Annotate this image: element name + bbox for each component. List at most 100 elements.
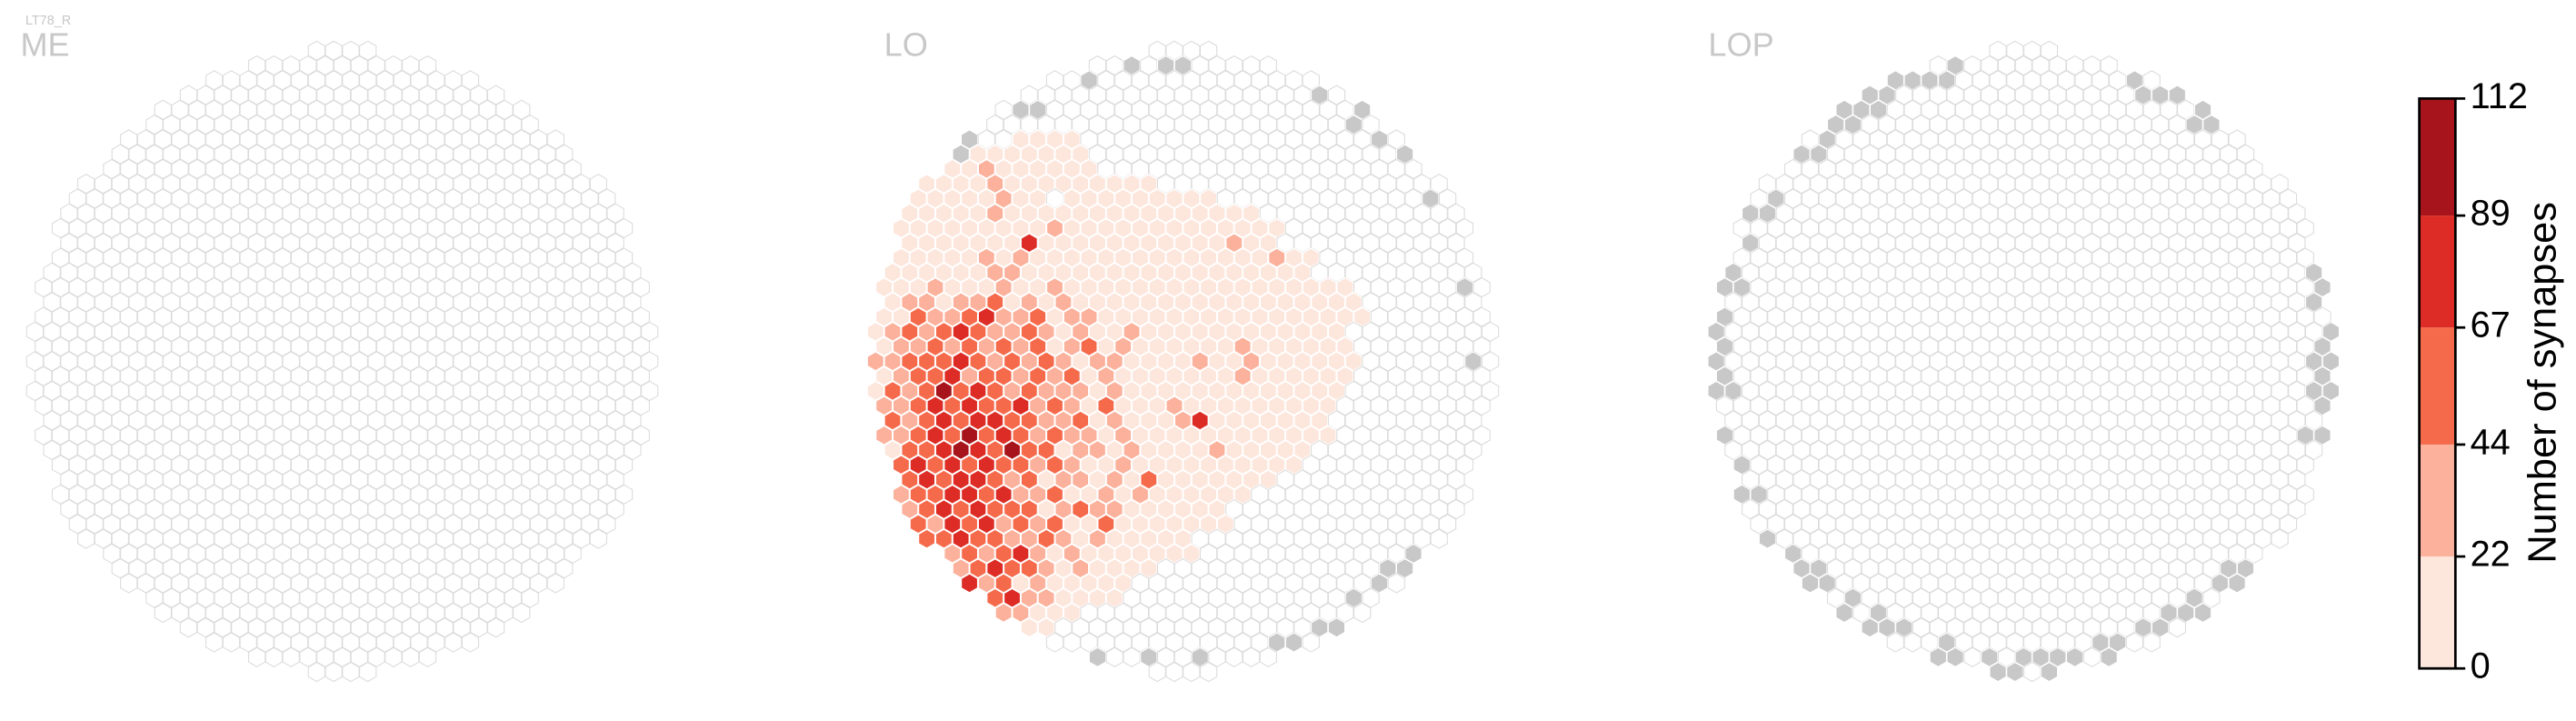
hex-cell-empty <box>598 217 616 239</box>
hex-cell-empty <box>68 425 86 446</box>
hex-cell-empty <box>564 366 582 386</box>
hex-cell-empty <box>461 70 480 91</box>
hex-cell-empty <box>145 321 164 343</box>
hex-cell-empty <box>205 396 224 416</box>
hex-cell-empty <box>521 410 539 431</box>
hex-cell-empty <box>154 335 172 357</box>
hex-cell-empty <box>163 114 181 135</box>
hex-cell-empty <box>256 335 275 357</box>
hex-cell-empty <box>564 425 582 446</box>
hex-cell-empty <box>529 425 548 446</box>
hex-cell-empty <box>265 292 284 313</box>
hex-cell-empty <box>350 469 368 490</box>
hex-cell-empty <box>239 366 257 386</box>
hex-cell-empty <box>418 262 437 283</box>
hex-cell-empty <box>367 351 385 372</box>
hex-cell-empty <box>171 484 189 505</box>
hex-cell-empty <box>299 321 317 343</box>
hex-cell-empty <box>478 188 496 209</box>
hex-cell-empty <box>427 217 445 239</box>
hex-cell-empty <box>513 276 531 298</box>
hex-cell-empty <box>205 276 224 298</box>
hex-cell-empty <box>85 396 104 416</box>
hex-cell-empty <box>299 114 317 135</box>
hex-cell-empty <box>205 217 224 239</box>
hex-cell-empty <box>538 233 556 254</box>
hex-cell-empty <box>179 203 198 224</box>
hex-cell-empty <box>290 129 309 150</box>
hex-cell-empty <box>453 233 471 254</box>
hex-cell-empty <box>444 425 463 446</box>
hex-cell-empty <box>367 292 385 313</box>
hex-cell-empty <box>504 233 523 254</box>
hex-cell-empty <box>513 335 531 357</box>
hex-cell-empty <box>282 55 300 76</box>
hex-cell-empty <box>265 351 284 372</box>
hex-cell-empty <box>282 321 300 343</box>
hex-cell-empty <box>154 366 172 386</box>
hex-cell-empty <box>324 425 343 446</box>
hex-cell-empty <box>128 351 146 372</box>
hex-cell-empty <box>453 203 471 224</box>
hex-cell-empty <box>77 469 95 490</box>
hex-cell-empty <box>145 203 164 224</box>
hex-cell-empty <box>598 425 616 446</box>
hex-cell-empty <box>171 158 189 180</box>
hex-cell-empty <box>342 129 360 150</box>
hex-cell-empty <box>68 306 86 327</box>
hex-cell-empty <box>504 410 523 431</box>
hex-cell-empty <box>299 233 317 254</box>
hex-cell-empty <box>375 425 394 446</box>
hex-cell-empty <box>375 455 394 476</box>
hex-cell-empty <box>555 469 574 490</box>
hex-cell-empty <box>282 292 300 313</box>
hex-cell-empty <box>94 410 113 431</box>
hex-cell-empty <box>103 306 121 327</box>
hex-cell-empty <box>239 70 257 91</box>
hex-cell-empty <box>196 292 215 313</box>
hex-cell-empty <box>632 306 650 327</box>
hex-cell-empty <box>94 262 113 283</box>
hex-cell-empty <box>470 262 488 283</box>
hex-cell-empty <box>316 380 334 402</box>
hex-cell-empty <box>495 247 514 268</box>
hex-cell-empty <box>393 335 411 357</box>
hex-cell-empty <box>179 410 198 431</box>
hex-cell-empty <box>461 276 480 298</box>
hex-cell-empty <box>375 217 394 239</box>
hex-cell-empty <box>214 114 232 135</box>
hex-cell-empty <box>529 455 548 476</box>
hex-cell-empty <box>77 351 95 372</box>
hex-cell-empty <box>256 396 275 416</box>
hex-cell-empty <box>529 247 548 268</box>
hex-cell-empty <box>85 484 104 505</box>
hex-cell-empty <box>85 306 104 327</box>
hex-cell-empty <box>188 484 206 505</box>
hex-cell-empty <box>375 158 394 180</box>
hex-cell-empty <box>163 410 181 431</box>
hex-cell-empty <box>60 439 78 461</box>
hex-cell-empty <box>154 247 172 268</box>
hex-cell-empty <box>350 144 368 165</box>
hex-cell-empty <box>478 247 496 268</box>
hex-cell-empty <box>68 247 86 268</box>
hex-cell-empty <box>85 455 104 476</box>
hex-cell-empty <box>239 247 257 268</box>
hex-cell-empty <box>222 158 241 180</box>
hex-cell-empty <box>282 85 300 105</box>
hex-cell-empty <box>145 174 164 195</box>
hex-cell-empty <box>35 366 53 386</box>
hex-cell-empty <box>624 262 642 283</box>
hex-cell-empty <box>359 188 377 209</box>
hex-cell-empty <box>427 188 445 209</box>
hex-cell-empty <box>572 410 591 431</box>
hex-cell-empty <box>538 380 556 402</box>
hex-cell-empty <box>470 144 488 165</box>
hex-cell-empty <box>333 144 352 165</box>
hex-cell-empty <box>470 85 488 105</box>
hex-cell-empty <box>247 144 266 165</box>
hex-cell-empty <box>145 262 164 283</box>
hex-cell-empty <box>350 292 368 313</box>
colorbar-tick-label: 22 <box>2471 535 2511 575</box>
hex-cell-empty <box>154 217 172 239</box>
